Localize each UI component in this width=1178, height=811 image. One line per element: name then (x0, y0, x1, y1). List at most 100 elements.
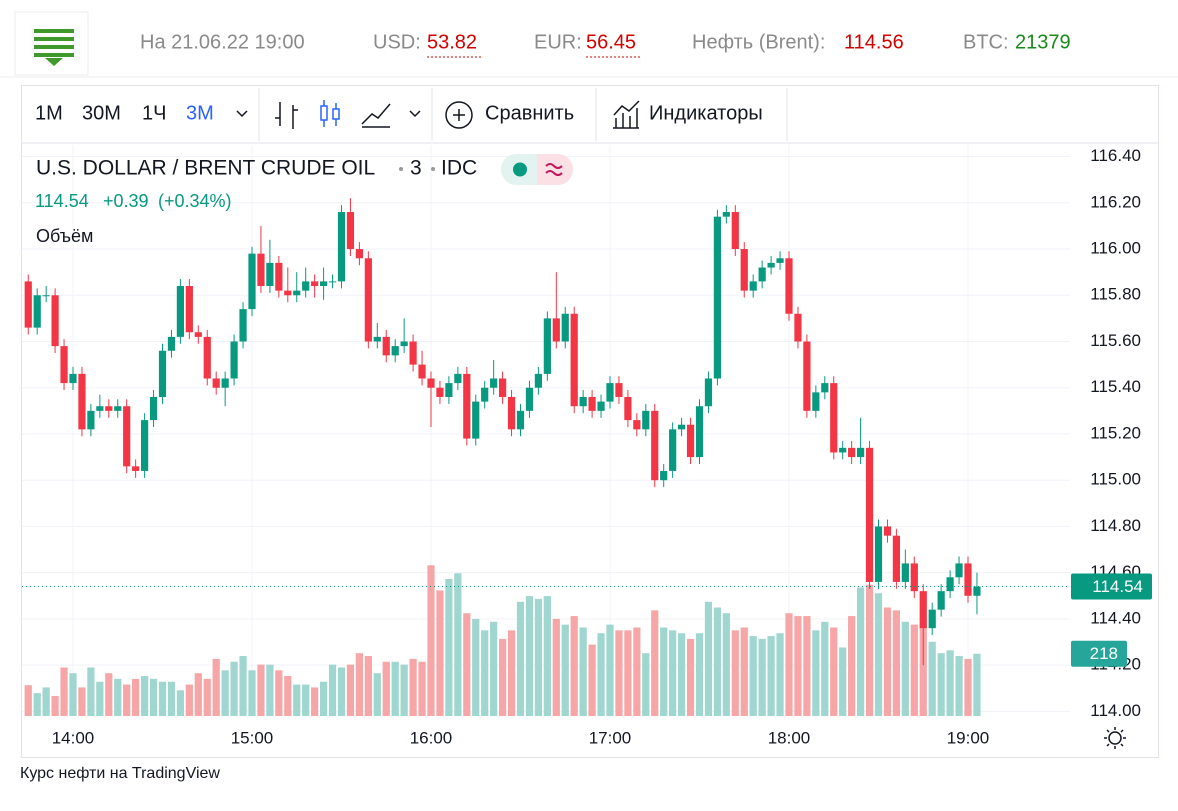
x-tick-label: 15:00 (231, 728, 274, 747)
plot (22, 145, 1070, 716)
candle-body (865, 447, 874, 582)
volume-bar (561, 624, 569, 716)
volume-bar (928, 641, 936, 716)
candles-icon[interactable] (320, 100, 340, 127)
candle-body (248, 253, 256, 310)
compare[interactable]: Сравнить (485, 102, 574, 124)
y-tick-label: 114.00 (1090, 701, 1141, 720)
volume-bar (212, 658, 220, 716)
y-tick-label: 115.80 (1090, 285, 1141, 304)
eur-value[interactable]: 56.45 (586, 31, 636, 53)
last-price-badge (1071, 573, 1152, 600)
candle-body (812, 392, 820, 411)
volume-bar (642, 653, 650, 716)
candle-body (633, 420, 641, 430)
y-tick-label: 116.40 (1090, 146, 1141, 165)
volume-bar (704, 601, 713, 716)
volume-bar (651, 610, 659, 716)
candle-body (320, 281, 328, 287)
volume-bar (346, 664, 355, 716)
status-icon (545, 163, 563, 176)
volume-bar (400, 664, 408, 716)
volume-bar (132, 678, 140, 716)
symbol-title: U.S. DOLLAR / BRENT CRUDE OIL (36, 157, 375, 180)
volume-bar (436, 590, 444, 716)
candle-body (669, 429, 677, 471)
candle-body (167, 336, 176, 351)
indicators-icon[interactable] (613, 100, 640, 129)
candle-body (51, 295, 59, 347)
y-tick-label: 115.00 (1090, 470, 1141, 489)
x-tick-label: 14:00 (52, 728, 95, 747)
candle-body (158, 350, 167, 397)
candle-body (266, 262, 274, 287)
volume-bar (320, 681, 328, 716)
candle-body (96, 406, 104, 411)
interval[interactable]: 1М (35, 102, 63, 124)
candle-body (114, 406, 122, 411)
interval: 3 (410, 157, 422, 180)
menu-icon (34, 29, 74, 66)
volume-bar (973, 653, 981, 716)
candle-body (740, 249, 748, 291)
candle-body (409, 341, 417, 365)
compare-icon[interactable] (445, 101, 473, 129)
candle-body (874, 526, 883, 582)
volume-bar (194, 673, 202, 716)
volume-bar (633, 627, 641, 716)
footer[interactable]: Курс нефти на TradingView (20, 765, 220, 782)
volume-bar (901, 621, 909, 716)
candle-body (803, 341, 811, 411)
volume-bar (606, 624, 614, 716)
candle-body (105, 406, 113, 411)
candle-body (624, 396, 632, 421)
settings-icon[interactable] (1104, 727, 1126, 749)
candle-body (221, 378, 229, 388)
candle-body (767, 262, 775, 268)
area-icon[interactable] (361, 103, 391, 128)
volume-bar (409, 658, 417, 716)
volume-bar (695, 633, 704, 716)
candle-body (651, 410, 659, 481)
volume-bar (203, 678, 211, 716)
volume-bar (865, 584, 874, 716)
volume-bar (525, 596, 534, 716)
bars-icon[interactable] (275, 102, 298, 129)
x-tick-label: 16:00 (410, 728, 453, 747)
candle-body (78, 373, 86, 430)
volume-bar (481, 630, 489, 716)
y-tick-label: 114.40 (1090, 608, 1141, 627)
volume-bar (355, 653, 363, 716)
interval-active[interactable]: 3М (186, 102, 214, 124)
candle-body (60, 346, 68, 384)
chevron[interactable] (409, 110, 421, 118)
volume-bar (78, 687, 86, 716)
volume-bar (167, 681, 176, 716)
volume-bar (328, 664, 337, 716)
candle-body (839, 447, 847, 453)
volume-bar (910, 624, 918, 716)
candle-body (883, 526, 892, 536)
brent-label: Нефть (Brent): (692, 31, 825, 53)
volume-bar (114, 678, 122, 716)
interval[interactable]: 30М (82, 102, 121, 124)
usd-value[interactable]: 53.82 (427, 31, 477, 53)
menu-button[interactable] (14, 11, 89, 76)
volume-bars (24, 565, 981, 716)
volume-bar (758, 638, 766, 716)
interval[interactable]: 1Ч (142, 102, 166, 124)
indicators[interactable]: Индикаторы (649, 102, 763, 124)
candle-body (857, 447, 865, 458)
candle-body (24, 281, 32, 328)
y-tick-label: 115.20 (1090, 423, 1141, 442)
dot (399, 167, 403, 171)
volume-bar (158, 681, 167, 716)
candle-body (946, 577, 954, 592)
volume-bar (749, 636, 757, 716)
change-pct: (+0.34%) (158, 191, 232, 211)
btc-value: 21379 (1015, 31, 1071, 53)
volume-bar (373, 673, 381, 716)
chevron[interactable] (236, 110, 248, 118)
candle-body (794, 313, 802, 342)
volume-bar (794, 616, 802, 716)
